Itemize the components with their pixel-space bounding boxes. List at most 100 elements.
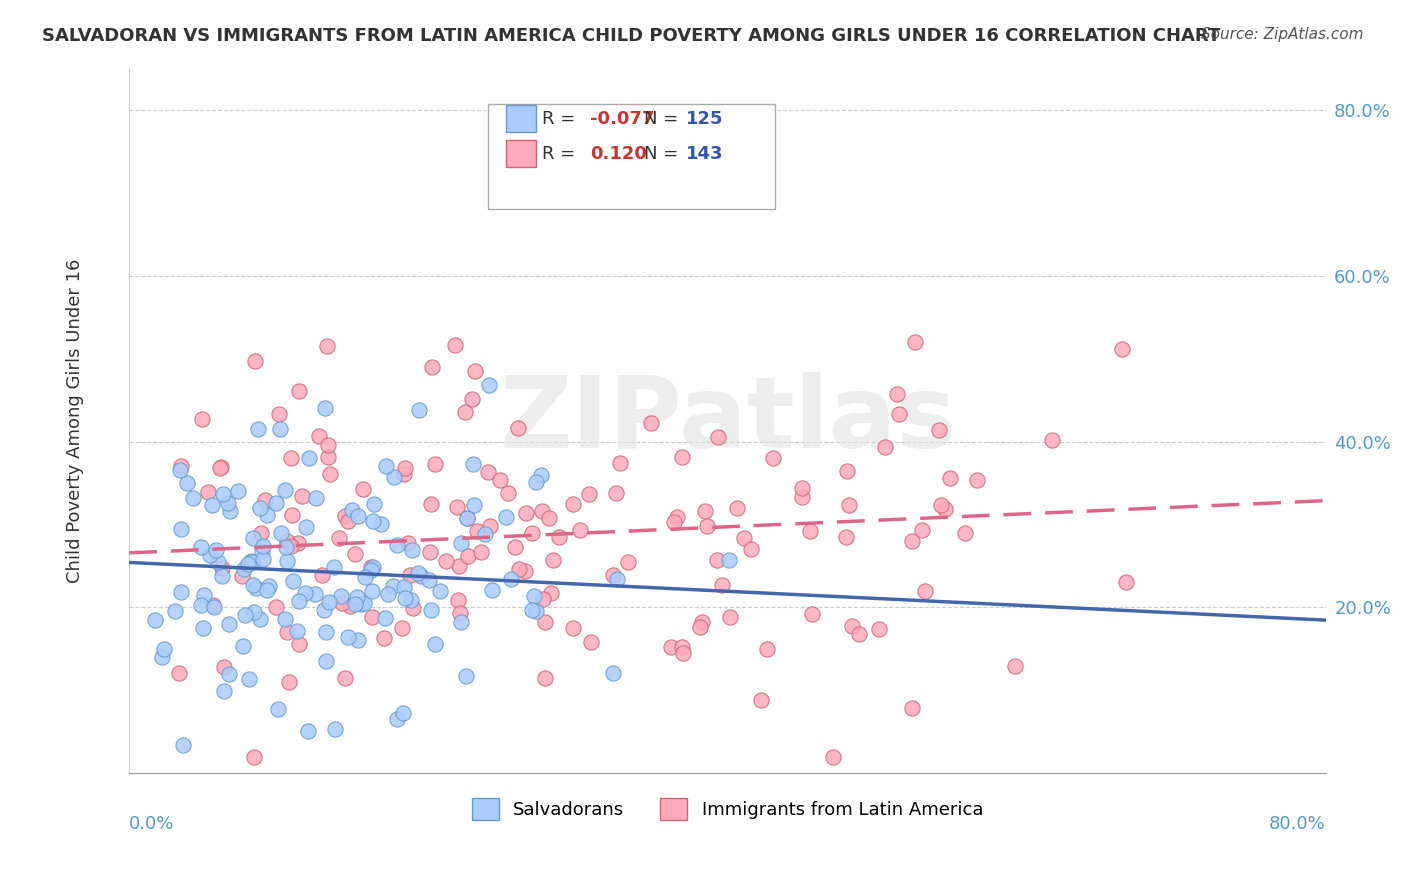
Immigrants from Latin America [929, 498, 952, 512]
Immigrants from Latin America [333, 509, 356, 524]
Salvadorans [344, 597, 367, 611]
Immigrants from Latin America [508, 562, 530, 576]
Salvadorans [276, 554, 298, 568]
Salvadorans [361, 583, 384, 598]
Immigrants from Latin America [602, 567, 624, 582]
Immigrants from Latin America [394, 461, 416, 475]
Salvadorans [450, 536, 472, 550]
Immigrants from Latin America [823, 749, 845, 764]
Salvadorans [478, 377, 501, 392]
Salvadorans [153, 642, 176, 657]
Immigrants from Latin America [197, 484, 219, 499]
Salvadorans [342, 503, 364, 517]
Immigrants from Latin America [250, 525, 273, 540]
Salvadorans [201, 498, 224, 512]
Salvadorans [314, 401, 336, 416]
Salvadorans [323, 722, 346, 736]
Salvadorans [363, 497, 385, 511]
Salvadorans [266, 702, 288, 716]
Immigrants from Latin America [208, 461, 231, 475]
Salvadorans [353, 569, 375, 583]
Immigrants from Latin America [561, 497, 583, 511]
Immigrants from Latin America [531, 504, 554, 518]
Immigrants from Latin America [868, 622, 890, 636]
Immigrants from Latin America [887, 407, 910, 421]
Immigrants from Latin America [167, 665, 190, 680]
Salvadorans [252, 539, 274, 553]
Immigrants from Latin America [361, 610, 384, 624]
Immigrants from Latin America [399, 567, 422, 582]
Text: 0.0%: 0.0% [129, 815, 174, 833]
Text: N =: N = [644, 145, 683, 162]
Salvadorans [429, 584, 451, 599]
Immigrants from Latin America [662, 515, 685, 529]
Immigrants from Latin America [1042, 433, 1064, 447]
Salvadorans [207, 555, 229, 569]
Immigrants from Latin America [280, 539, 302, 553]
Immigrants from Latin America [609, 456, 631, 470]
Salvadorans [298, 451, 321, 466]
Immigrants from Latin America [456, 511, 478, 525]
Immigrants from Latin America [269, 407, 291, 421]
Immigrants from Latin America [689, 620, 711, 634]
Immigrants from Latin America [541, 552, 564, 566]
Salvadorans [193, 588, 215, 602]
Salvadorans [211, 569, 233, 583]
Salvadorans [314, 603, 336, 617]
Immigrants from Latin America [533, 615, 555, 629]
Immigrants from Latin America [308, 429, 330, 443]
Salvadorans [520, 603, 543, 617]
Salvadorans [176, 475, 198, 490]
Immigrants from Latin America [848, 627, 870, 641]
Salvadorans [246, 422, 269, 436]
Salvadorans [249, 500, 271, 515]
Salvadorans [481, 582, 503, 597]
Immigrants from Latin America [243, 354, 266, 368]
Salvadorans [322, 560, 344, 574]
Salvadorans [218, 616, 240, 631]
Immigrants from Latin America [464, 364, 486, 378]
Salvadorans [205, 542, 228, 557]
Immigrants from Latin America [420, 360, 443, 375]
Salvadorans [238, 672, 260, 686]
Salvadorans [294, 586, 316, 600]
Immigrants from Latin America [616, 555, 638, 569]
Salvadorans [530, 467, 553, 482]
Salvadorans [257, 579, 280, 593]
Salvadorans [242, 531, 264, 545]
Immigrants from Latin America [911, 524, 934, 538]
Immigrants from Latin America [672, 646, 695, 660]
Immigrants from Latin America [934, 502, 956, 516]
Immigrants from Latin America [801, 607, 824, 622]
Immigrants from Latin America [690, 615, 713, 630]
Salvadorans [401, 542, 423, 557]
Immigrants from Latin America [578, 487, 600, 501]
Text: R =: R = [543, 145, 581, 162]
Immigrants from Latin America [966, 473, 988, 487]
Immigrants from Latin America [488, 473, 510, 487]
Immigrants from Latin America [696, 518, 718, 533]
Immigrants from Latin America [396, 535, 419, 549]
Immigrants from Latin America [231, 569, 253, 583]
Immigrants from Latin America [886, 387, 908, 401]
Immigrants from Latin America [755, 642, 778, 657]
Immigrants from Latin America [671, 450, 693, 464]
Salvadorans [315, 654, 337, 668]
Salvadorans [256, 508, 278, 522]
Immigrants from Latin America [762, 450, 785, 465]
Immigrants from Latin America [212, 660, 235, 674]
Immigrants from Latin America [191, 412, 214, 426]
Immigrants from Latin America [392, 467, 415, 481]
Immigrants from Latin America [749, 693, 772, 707]
Immigrants from Latin America [276, 534, 298, 549]
Salvadorans [242, 577, 264, 591]
Immigrants from Latin America [434, 554, 457, 568]
Salvadorans [456, 510, 478, 524]
Immigrants from Latin America [835, 530, 858, 544]
Salvadorans [245, 581, 267, 595]
Salvadorans [202, 599, 225, 614]
Salvadorans [602, 666, 624, 681]
Salvadorans [377, 587, 399, 601]
Salvadorans [361, 515, 384, 529]
Immigrants from Latin America [243, 749, 266, 764]
